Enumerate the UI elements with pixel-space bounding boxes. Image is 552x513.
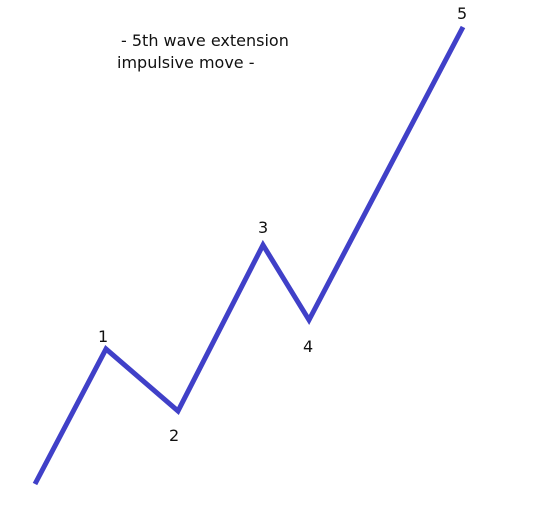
wave-label-3: 3 (258, 218, 268, 237)
wave-label-5: 5 (457, 4, 467, 23)
wave-label-2: 2 (169, 426, 179, 445)
wave-labels: 1 2 3 4 5 (98, 4, 467, 445)
wave-label-1: 1 (98, 327, 108, 346)
caption-line-2: impulsive move - (117, 53, 255, 72)
wave-label-4: 4 (303, 337, 313, 356)
wave-path (32, 25, 466, 486)
caption: - 5th wave extension impulsive move - (117, 31, 289, 72)
caption-line-1: - 5th wave extension (121, 31, 289, 50)
